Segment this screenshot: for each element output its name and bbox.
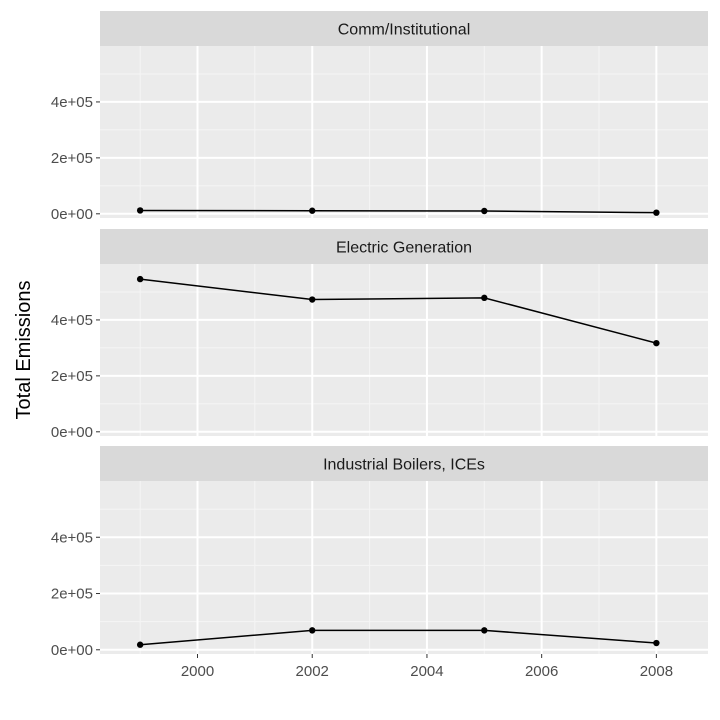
x-tick-label: 2004 [410,663,443,680]
series-line-0 [140,209,657,214]
data-point [309,627,316,634]
data-point [309,296,316,303]
y-tick-label: 0e+00 [51,206,93,223]
x-tick-label: 2000 [181,663,214,680]
data-point [653,339,660,347]
facet-strip-2 [100,446,708,481]
y-tick-label: 2e+05 [51,150,93,167]
y-tick-label: 2e+05 [51,586,93,603]
facet-panel-0 [100,46,708,218]
data-point [136,207,144,214]
y-tick-label: 2e+05 [51,368,93,385]
y-tick-label: 4e+05 [51,94,93,111]
data-point [481,627,488,634]
facet-strip-label-1: Electric Generation [336,240,472,257]
series-line-2 [140,629,657,646]
y-tick-label: 0e+00 [51,424,93,441]
data-point [309,207,316,214]
series-line-1 [140,278,657,344]
data-point [481,294,488,302]
x-tick-label: 2006 [525,663,558,680]
x-tick-label: 2008 [640,663,673,680]
data-point [481,207,488,215]
facet-panel-1 [100,264,708,436]
y-tick-label: 0e+00 [51,642,93,659]
data-point [653,639,660,647]
y-axis-title: Total Emissions [13,281,35,420]
facet-panel-2 [100,481,708,654]
facet-strip-label-2: Industrial Boilers, ICEs [323,457,485,474]
y-tick-label: 4e+05 [51,529,93,546]
facet-strip-0 [100,11,708,46]
data-point [136,641,144,648]
facet-strip-label-0: Comm/Institutional [338,22,471,39]
data-point [653,209,660,216]
x-tick-label: 2002 [296,663,329,680]
facet-strip-1 [100,229,708,264]
data-point [136,275,144,283]
y-tick-label: 4e+05 [51,312,93,329]
